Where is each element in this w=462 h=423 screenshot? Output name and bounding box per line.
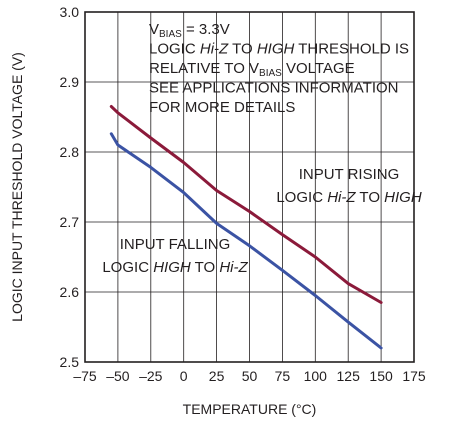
y-tick-label: 2.8 (60, 144, 80, 160)
series-line-falling (109, 132, 383, 350)
x-tick-label: –75 (73, 368, 97, 384)
series-label-falling: INPUT FALLING (120, 236, 231, 253)
x-tick-label: 150 (369, 368, 393, 384)
plot-frame (84, 11, 415, 363)
y-axis-title: LOGIC INPUT THRESHOLD VOLTAGE (V) (9, 52, 25, 322)
x-tick-label: 25 (209, 368, 225, 384)
x-tick-labels: –75 –50 –25 0 25 50 75 100 125 150 175 (73, 368, 426, 384)
series-line-rising (109, 105, 383, 304)
annotation-line: RELATIVE TO VBIAS VOLTAGE (149, 60, 355, 79)
x-tick-label: 125 (337, 368, 361, 384)
x-tick-label: 75 (275, 368, 291, 384)
y-tick-label: 2.9 (60, 74, 80, 90)
y-tick-label: 2.7 (60, 214, 80, 230)
annotation-line: FOR MORE DETAILS (149, 99, 295, 116)
y-tick-labels: 2.5 2.6 2.7 2.8 2.9 3.0 (60, 4, 80, 370)
series-label-rising: LOGIC Hi-Z TO HIGH (276, 189, 421, 206)
x-tick-label: 100 (304, 368, 328, 384)
annotation-line: SEE APPLICATIONS INFORMATION (149, 80, 399, 97)
y-tick-label: 2.5 (60, 354, 80, 370)
series-labels: INPUT RISING LOGIC Hi-Z TO HIGH INPUT FALL… (102, 166, 421, 276)
x-tick-label: 50 (242, 368, 258, 384)
x-tick-label: –25 (139, 368, 163, 384)
series-lines (109, 105, 383, 350)
x-axis-title: TEMPERATURE (°C) (183, 401, 317, 417)
y-tick-label: 2.6 (60, 284, 80, 300)
annotation-line: VBIAS = 3.3V (149, 21, 230, 40)
x-tick-label: –50 (106, 368, 130, 384)
y-tick-label: 3.0 (60, 4, 80, 20)
series-label-falling: LOGIC HIGH TO Hi-Z (102, 259, 248, 276)
annotation-line: LOGIC Hi-Z TO HIGH THRESHOLD IS (149, 41, 409, 58)
x-tick-label: 175 (402, 368, 426, 384)
x-tick-label: 0 (180, 368, 188, 384)
series-label-rising: INPUT RISING (299, 166, 400, 183)
